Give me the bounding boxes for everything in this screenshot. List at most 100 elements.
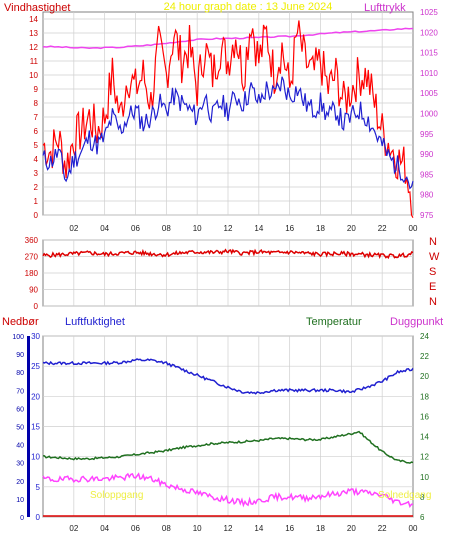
compass-label: N (429, 236, 437, 248)
y-tick-label: 7 (34, 113, 39, 122)
x-tick-label: 12 (224, 224, 233, 233)
wind-speed-line (42, 20, 414, 218)
y-tick-label: 30 (31, 332, 40, 341)
precip-tick-label: 40 (16, 443, 24, 450)
humidity-line (42, 358, 414, 395)
y2-tick-label: 12 (420, 453, 429, 462)
compass-label: S (429, 266, 436, 278)
x-tick-label: 14 (254, 224, 263, 233)
x-tick-label: 18 (316, 524, 325, 533)
direction-axis: 0 90 180 270 360 (25, 236, 39, 311)
y-tick-label: 0 (34, 302, 39, 311)
y2-tick-label: 18 (420, 392, 429, 401)
y-tick-label: 14 (29, 15, 38, 24)
y2-tick-label: 24 (420, 332, 429, 341)
wind-gust-line (42, 76, 414, 190)
x-tick-label: 18 (316, 224, 325, 233)
dewpoint-label: Duggpunkt (390, 316, 443, 328)
x-tick-label: 06 (131, 524, 140, 533)
x-tick-label: 06 (131, 224, 140, 233)
y2-tick-label: 1020 (420, 28, 438, 37)
y-tick-label: 15 (31, 423, 40, 432)
y-tick-label: 1 (34, 197, 39, 206)
y2-tick-label: 1025 (420, 8, 438, 17)
precip-tick-label: 70 (16, 388, 24, 395)
y-tick-label: 90 (29, 286, 38, 295)
x-tick-label: 20 (347, 524, 356, 533)
compass-label: W (429, 251, 440, 263)
y2-tick-label: 985 (420, 170, 434, 179)
y-tick-label: 8 (34, 99, 39, 108)
y-tick-label: 4 (34, 155, 39, 164)
y2-tick-label: 990 (420, 150, 434, 159)
temperature-label: Temperatur (306, 316, 362, 328)
x-tick-label: 14 (254, 524, 263, 533)
y-tick-label: 270 (25, 253, 39, 262)
x-tick-label: 08 (162, 524, 171, 533)
x-tick-label: 10 (193, 224, 202, 233)
y2-tick-label: 1000 (420, 110, 438, 119)
direction-grid (43, 239, 413, 307)
x-tick-label: 20 (347, 224, 356, 233)
y-tick-label: 2 (34, 183, 39, 192)
y-tick-label: 13 (29, 29, 38, 38)
compass-label: E (429, 281, 436, 293)
humidity-temperature-panel: Nedbør Luftfuktighet Temperatur Duggpunk… (2, 316, 443, 533)
x-tick-label: 00 (409, 224, 418, 233)
x-tick-label: 22 (378, 524, 387, 533)
y2-tick-label: 8 (420, 493, 425, 502)
wind-pressure-panel: Vindhastighet 24 hour graph date : 13 Ju… (4, 1, 438, 233)
chart-title: 24 hour graph date : 13 June 2024 (164, 1, 333, 13)
sunrise-label: Soloppgang (90, 490, 143, 501)
x-tick-label: 02 (69, 224, 78, 233)
y-tick-label: 0 (36, 513, 41, 522)
precip-label: Nedbør (2, 316, 39, 328)
x-tick-label: 04 (100, 524, 109, 533)
precip-tick-label: 50 (16, 425, 24, 432)
x-tick-label: 22 (378, 224, 387, 233)
y-tick-label: 9 (34, 85, 39, 94)
y-tick-label: 360 (25, 236, 39, 245)
y-tick-label: 10 (31, 453, 40, 462)
y2-tick-label: 1015 (420, 49, 438, 58)
precip-tick-label: 80 (16, 370, 24, 377)
y2-tick-label: 10 (420, 473, 429, 482)
x-tick-label: 16 (285, 224, 294, 233)
precip-tick-label: 10 (16, 497, 24, 504)
y2-tick-label: 995 (420, 130, 434, 139)
precip-tick-label: 20 (16, 479, 24, 486)
time-axis-top: 02 04 06 08 10 12 14 16 18 20 22 00 (69, 224, 418, 233)
precip-axis: 0 10 20 30 40 50 60 70 80 90 100 (12, 334, 24, 522)
dewpoint-line (42, 472, 414, 508)
humidity-axis: 0 5 10 15 20 25 30 (31, 332, 40, 522)
y2-tick-label: 1010 (420, 69, 438, 78)
humidity-grid (43, 335, 413, 518)
wind-speed-label: Vindhastighet (4, 2, 70, 14)
y-tick-label: 180 (25, 269, 39, 278)
x-tick-label: 12 (224, 524, 233, 533)
y2-tick-label: 16 (420, 412, 429, 421)
y2-tick-label: 14 (420, 433, 429, 442)
y2-tick-label: 975 (420, 211, 434, 220)
y2-tick-label: 22 (420, 352, 429, 361)
temperature-line (43, 430, 414, 464)
precip-tick-label: 90 (16, 352, 24, 359)
pressure-label: Lufttrykk (364, 2, 406, 14)
y2-tick-label: 1005 (420, 89, 438, 98)
y-tick-label: 12 (29, 43, 38, 52)
pressure-axis: 975 980 985 990 995 1000 1005 1010 1015 1020 1025 (420, 8, 438, 220)
y2-tick-label: 980 (420, 191, 434, 200)
sunset-label: Solnedgang (378, 490, 431, 501)
y-tick-label: 11 (30, 57, 39, 66)
precip-scale-bar (27, 336, 30, 517)
compass-label: N (429, 296, 437, 308)
temperature-axis: 6 8 10 12 14 16 18 20 22 24 (420, 332, 429, 522)
humidity-label: Luftfuktighet (65, 316, 125, 328)
y-tick-label: 25 (31, 362, 40, 371)
direction-line (42, 248, 414, 260)
x-tick-label: 16 (285, 524, 294, 533)
